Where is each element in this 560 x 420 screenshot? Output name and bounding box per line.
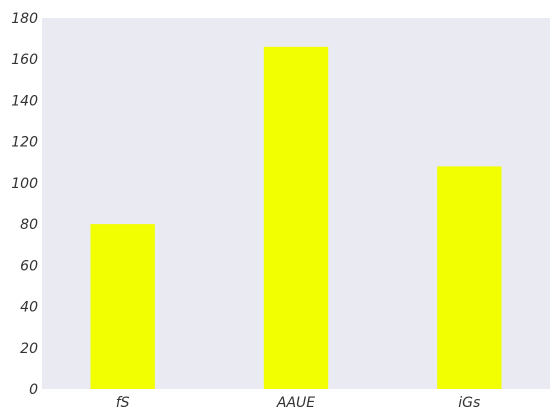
y-tick-label: 100	[11, 176, 38, 192]
y-tick-label: 40	[20, 300, 38, 316]
bar-iGs	[437, 166, 502, 389]
x-tick-label: iGs	[458, 395, 480, 411]
y-tick-label: 80	[20, 217, 38, 233]
x-axis-ticks: fS AAUE iGs	[116, 395, 481, 411]
bars-group	[90, 46, 502, 389]
y-tick-label: 0	[29, 382, 38, 398]
y-tick-label: 120	[11, 135, 38, 151]
y-tick-label: 20	[20, 341, 38, 357]
bar-AAUE	[263, 46, 329, 389]
y-axis-ticks: 0 20 40 60 80 100 120 140 160 180	[11, 11, 38, 398]
x-tick-label: fS	[116, 395, 130, 411]
bar-fS	[90, 224, 155, 389]
x-tick-label: AAUE	[276, 395, 315, 411]
y-tick-label: 60	[20, 258, 38, 274]
y-tick-label: 180	[11, 11, 38, 27]
y-tick-label: 160	[11, 52, 38, 68]
y-tick-label: 140	[11, 93, 38, 109]
